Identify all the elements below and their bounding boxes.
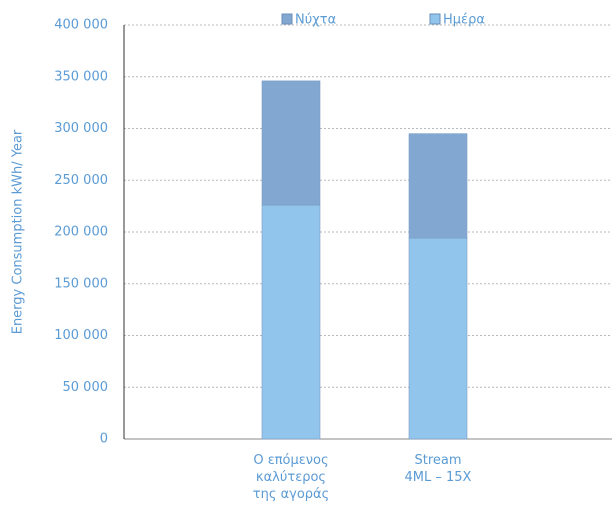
legend-label: Νύχτα <box>295 13 336 28</box>
legend-label: Ημέρα <box>443 13 485 28</box>
y-tick-label: 100 000 <box>54 328 108 343</box>
x-tick-label: Ο επόμενος καλύτερος της αγοράς <box>252 453 330 502</box>
y-tick-label: 150 000 <box>54 276 108 291</box>
bar-segment <box>261 204 321 440</box>
bar-segment <box>261 80 321 206</box>
legend-swatch <box>429 13 441 25</box>
bar-segment <box>408 237 468 440</box>
y-tick-label: 400 000 <box>54 18 108 33</box>
x-tick-label: Stream 4ML – 15X <box>404 453 472 485</box>
y-axis-label: Energy Consumption kWh/ Year <box>11 129 26 334</box>
y-tick-label: 0 <box>100 432 108 447</box>
y-tick-label: 350 000 <box>54 69 108 84</box>
y-tick-label: 50 000 <box>63 380 109 395</box>
y-tick-label: 250 000 <box>54 173 108 188</box>
y-tick-label: 200 000 <box>54 225 108 240</box>
y-tick-label: 300 000 <box>54 121 108 136</box>
legend-swatch <box>281 13 293 25</box>
bar-segment <box>408 133 468 239</box>
